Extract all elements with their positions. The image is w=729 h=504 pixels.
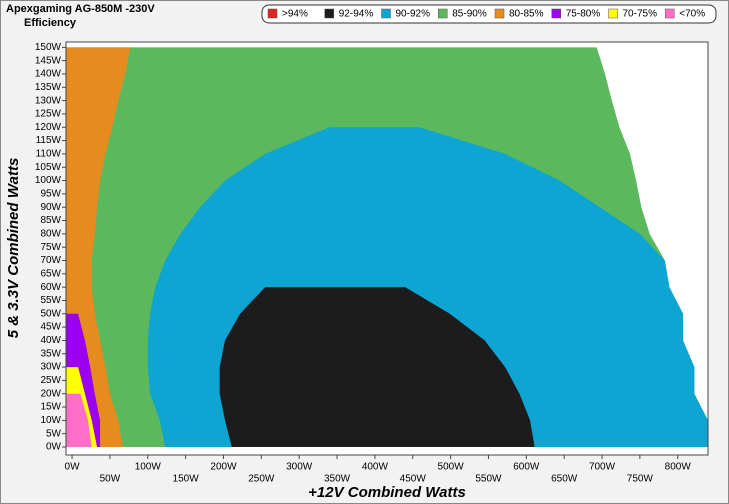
y-tick-label: 95W (40, 189, 61, 200)
y-tick-label: 80W (40, 228, 61, 239)
y-tick-label: 65W (40, 268, 61, 279)
y-tick-label: 45W (40, 322, 61, 333)
legend-label: 75-80% (566, 9, 601, 20)
y-tick-label: 140W (35, 69, 62, 80)
y-tick-label: 30W (40, 362, 61, 373)
x-tick-label: 450W (400, 474, 427, 485)
x-tick-label: 50W (100, 474, 121, 485)
y-tick-label: 100W (35, 175, 62, 186)
y-tick-label: 50W (40, 308, 61, 319)
y-tick-label: 75W (40, 242, 61, 253)
chart-subtitle: Efficiency (24, 17, 77, 29)
chart-title: Apexgaming AG-850M -230V (6, 3, 155, 15)
y-axis-label: 5 & 3.3V Combined Watts (5, 158, 22, 339)
y-tick-label: 115W (36, 135, 62, 146)
y-tick-label: 55W (40, 295, 61, 306)
plot-border (65, 41, 709, 456)
y-tick-label: 70W (40, 255, 61, 266)
legend-swatch (267, 8, 278, 19)
x-tick-label: 600W (513, 462, 540, 473)
x-tick-label: 700W (589, 462, 616, 473)
legend-swatch (381, 8, 391, 19)
legend-box (261, 4, 717, 24)
y-tick-label: 25W (40, 375, 61, 386)
x-tick-label: 100W (135, 462, 162, 473)
y-tick-label: 0W (46, 442, 62, 453)
x-axis-label: +12V Combined Watts (308, 484, 466, 501)
legend-swatch (494, 8, 505, 19)
x-tick-label: 300W (286, 462, 313, 473)
x-tick-label: 750W (627, 474, 654, 485)
legend-swatch (551, 8, 561, 19)
legend-label: 85-90% (452, 9, 487, 20)
y-tick-label: 130W (35, 95, 62, 106)
legend-label: 80-85% (509, 9, 544, 20)
x-tick-label: 500W (438, 462, 465, 473)
legend: >94% 92-94% 90-92% 85-90% 80-85% 75-80% 70-75%… (261, 4, 717, 24)
y-tick-label: 120W (35, 122, 62, 133)
y-tick-label: 15W (40, 402, 61, 413)
x-tick-label: 250W (248, 474, 275, 485)
x-tick-label: 550W (475, 474, 502, 485)
legend-label: 70-75% (623, 9, 658, 20)
x-tick-label: 150W (173, 474, 200, 485)
x-tick-label: 800W (665, 462, 692, 473)
y-tick-label: 35W (40, 348, 61, 359)
y-tick-label: 10W (40, 415, 61, 426)
legend-swatch (324, 8, 334, 19)
legend-swatch (608, 8, 618, 19)
legend-swatch (438, 8, 448, 19)
x-tick-label: 650W (551, 474, 578, 485)
y-tick-label: 145W (35, 55, 62, 66)
y-tick-label: 90W (40, 202, 61, 213)
legend-label: 90-92% (396, 9, 431, 20)
legend-swatch (665, 8, 675, 19)
y-tick-label: 135W (35, 82, 62, 93)
y-tick-label: 60W (40, 282, 61, 293)
legend-label: 92-94% (339, 9, 374, 20)
y-tick-label: 150W (35, 42, 62, 53)
y-tick-label: 110W (36, 149, 62, 160)
region (66, 393, 92, 448)
legend-label: <70% (679, 9, 705, 20)
region (219, 287, 535, 448)
y-tick-label: 5W (46, 428, 62, 439)
y-tick-label: 85W (40, 215, 61, 226)
y-tick-label: 20W (40, 388, 61, 399)
x-tick-label: 0W (65, 462, 81, 473)
x-tick-label: 350W (324, 474, 351, 485)
y-tick-label: 125W (35, 109, 62, 120)
y-tick-label: 105W (35, 162, 62, 173)
x-tick-label: 200W (210, 462, 237, 473)
x-tick-label: 400W (362, 462, 389, 473)
legend-label: >94% (282, 9, 308, 20)
y-tick-label: 40W (40, 335, 61, 346)
